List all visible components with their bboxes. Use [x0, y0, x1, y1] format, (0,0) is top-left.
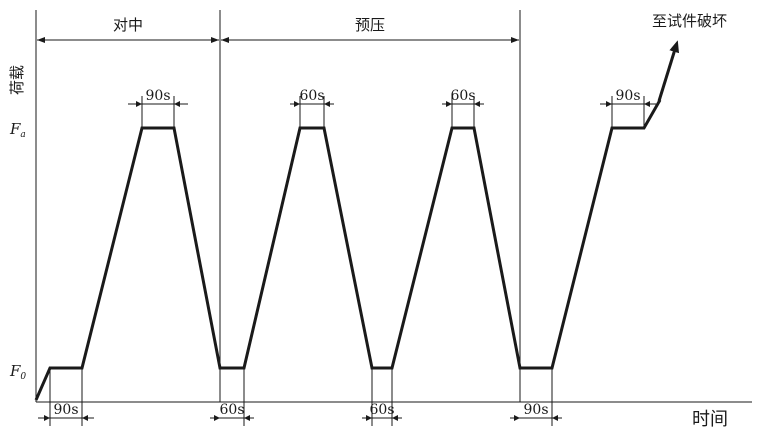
- svg-text:60s: 60s: [220, 402, 245, 418]
- x-axis-label: 时间: [692, 409, 728, 428]
- top-duration-2: 60s: [290, 88, 334, 127]
- svg-text:90s: 90s: [146, 88, 171, 104]
- load-curve: [34, 99, 662, 401]
- top-duration-1: 90s: [128, 88, 188, 127]
- svg-text:90s: 90s: [616, 88, 641, 104]
- svg-text:90s: 90s: [524, 402, 549, 418]
- svg-text:60s: 60s: [370, 402, 395, 418]
- svg-text:90s: 90s: [54, 402, 79, 418]
- failure-label: 至试件破坏: [652, 12, 727, 30]
- bottom-duration-2: 60s: [210, 369, 254, 426]
- bottom-duration-4: 90s: [510, 369, 562, 426]
- load-label-f0: F0: [9, 362, 26, 382]
- bottom-duration-1: 90s: [38, 369, 94, 426]
- top-duration-3: 60s: [442, 88, 484, 127]
- svg-text:60s: 60s: [300, 88, 325, 104]
- top-duration-4: 90s: [600, 88, 656, 127]
- failure-arrow: [657, 40, 680, 102]
- phase-label-centering: 对中: [113, 16, 143, 34]
- svg-text:60s: 60s: [451, 88, 476, 104]
- load-label-fa: Fa: [9, 120, 26, 140]
- bottom-duration-3: 60s: [362, 369, 402, 426]
- y-axis-label: 荷载: [8, 65, 26, 95]
- phase-label-preload: 预压: [355, 16, 385, 34]
